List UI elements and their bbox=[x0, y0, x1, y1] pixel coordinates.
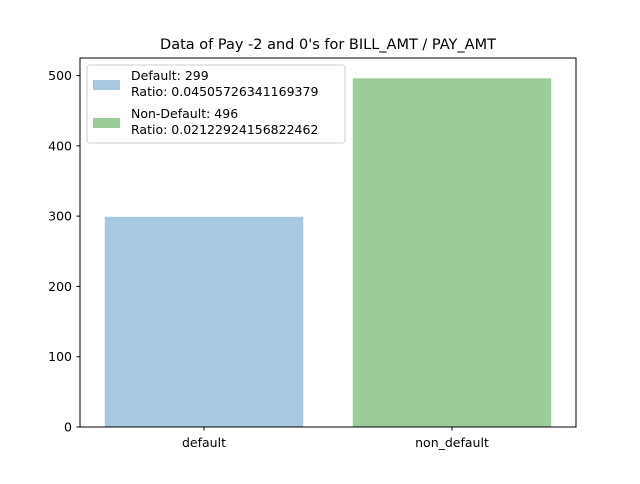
plot-frame bbox=[79, 57, 577, 428]
legend-label-non-default-ratio: Ratio: 0.02122924156822462 bbox=[131, 122, 318, 137]
legend-label-default-ratio: Ratio: 0.04505726341169379 bbox=[131, 84, 318, 99]
y-tick-label: 400 bbox=[48, 138, 72, 153]
bar-non-default bbox=[352, 78, 552, 427]
legend: Default: 299 Ratio: 0.04505726341169379 … bbox=[86, 64, 346, 144]
y-tick-label: 300 bbox=[48, 209, 72, 224]
bars-layer bbox=[104, 78, 552, 427]
y-tick-label: 100 bbox=[48, 349, 72, 364]
chart-title: Data of Pay -2 and 0's for BILL_AMT / PA… bbox=[160, 37, 496, 53]
legend-box bbox=[86, 64, 346, 144]
x-tick-label-default: default bbox=[182, 435, 226, 450]
legend-swatch-default bbox=[93, 80, 120, 90]
legend-label-default-count: Default: 299 bbox=[131, 68, 209, 83]
legend-label-non-default-count: Non-Default: 496 bbox=[131, 106, 238, 121]
y-tick-label: 500 bbox=[48, 68, 72, 83]
x-tick-label-non-default: non_default bbox=[415, 435, 489, 450]
x-axis: default non_default bbox=[182, 427, 489, 450]
y-tick-label: 200 bbox=[48, 279, 72, 294]
bar-default bbox=[104, 216, 304, 427]
y-tick-label: 0 bbox=[64, 420, 72, 435]
y-axis: 0 100 200 300 400 500 bbox=[48, 68, 80, 435]
legend-swatch-non-default bbox=[93, 118, 120, 128]
